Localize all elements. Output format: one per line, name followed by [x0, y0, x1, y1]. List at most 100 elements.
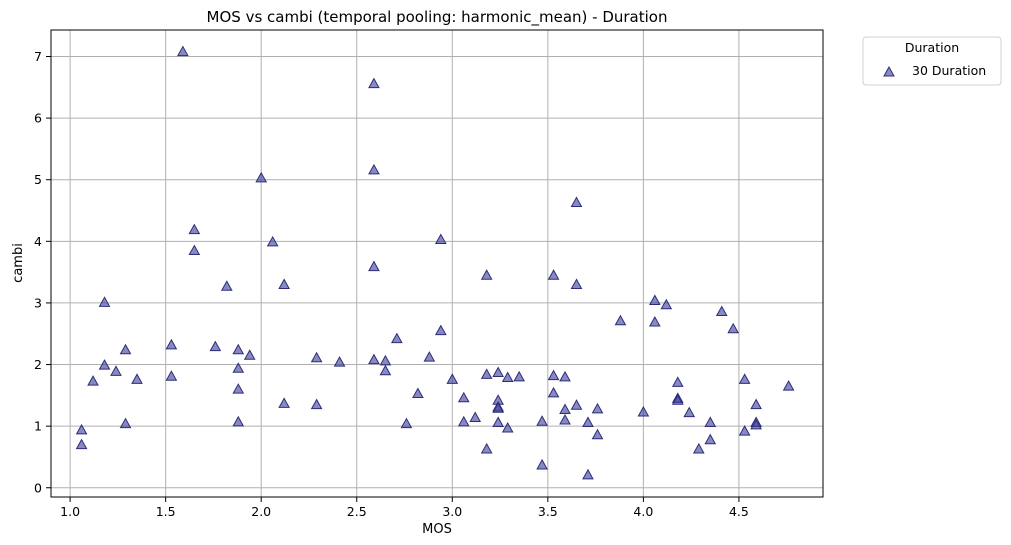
y-tick-label: 6	[34, 111, 42, 126]
data-point	[457, 391, 470, 403]
y-tick-label: 2	[34, 357, 42, 372]
data-point	[368, 353, 380, 365]
data-point	[457, 415, 470, 427]
data-point	[692, 442, 705, 454]
data-point	[570, 278, 583, 289]
data-point	[119, 417, 132, 429]
legend-title: Duration	[905, 40, 959, 55]
data-point	[492, 402, 504, 413]
data-point	[232, 415, 245, 427]
data-point	[278, 278, 290, 289]
data-point	[480, 442, 493, 454]
y-tick-label: 3	[34, 295, 42, 310]
data-point	[660, 298, 673, 310]
data-point	[177, 45, 189, 57]
data-point	[75, 423, 88, 435]
data-point	[400, 417, 413, 429]
data-point	[750, 398, 762, 410]
data-point	[110, 365, 122, 376]
data-point	[559, 403, 571, 415]
y-tick-label: 1	[34, 419, 42, 434]
data-point	[671, 394, 684, 405]
data-point	[368, 77, 380, 89]
data-point	[446, 373, 459, 384]
legend-entry-label: 30 Duration	[912, 63, 986, 78]
data-point	[209, 340, 222, 352]
data-point	[782, 380, 795, 391]
data-point	[131, 373, 143, 384]
y-tick-label: 7	[34, 49, 42, 64]
data-point	[368, 163, 380, 175]
data-point	[232, 383, 245, 394]
data-point	[715, 305, 728, 317]
axis-ticks: 1.0 1.5 2.0 2.5 3.0 3.5 4.0 4.5 0 1 2 3 4 5 6 7	[34, 49, 749, 519]
data-point	[434, 324, 447, 336]
data-point	[480, 368, 493, 379]
x-tick-label: 4.5	[729, 504, 749, 519]
x-tick-label: 1.0	[60, 504, 80, 519]
data-points	[75, 45, 795, 480]
data-point	[704, 433, 717, 445]
data-point	[232, 362, 245, 373]
data-point	[536, 415, 548, 426]
x-tick-label: 2.0	[251, 504, 271, 519]
data-point	[582, 416, 594, 427]
y-tick-label: 4	[34, 234, 42, 249]
data-point	[648, 315, 661, 327]
data-point	[75, 438, 88, 450]
data-point	[683, 406, 696, 418]
data-point	[391, 332, 403, 344]
data-point	[266, 235, 279, 247]
x-tick-label: 4.0	[633, 504, 653, 519]
data-point	[165, 338, 178, 350]
data-point	[492, 416, 504, 427]
data-point	[547, 269, 560, 280]
data-point	[637, 405, 650, 417]
data-point	[379, 364, 392, 376]
data-point	[570, 399, 583, 410]
data-point	[412, 387, 424, 398]
data-point	[492, 366, 504, 378]
data-point	[671, 376, 684, 387]
data-point	[582, 468, 594, 480]
data-point	[513, 370, 526, 382]
data-point	[704, 416, 717, 427]
data-point	[536, 458, 548, 470]
chart-title: MOS vs cambi (temporal pooling: harmonic…	[207, 8, 668, 27]
y-axis-label: cambi	[11, 243, 26, 283]
data-point	[119, 343, 132, 355]
data-point	[188, 244, 201, 256]
data-point	[501, 371, 514, 382]
data-point	[423, 351, 436, 362]
plot-area-frame	[50, 29, 824, 498]
legend: Duration 30 Duration	[862, 36, 1002, 86]
data-point	[738, 373, 751, 384]
x-axis-label: MOS	[422, 522, 452, 537]
data-point	[232, 343, 245, 355]
data-point	[220, 280, 233, 291]
x-tick-label: 2.5	[347, 504, 367, 519]
data-point	[310, 351, 323, 363]
data-point	[614, 314, 627, 326]
y-tick-label: 0	[34, 480, 42, 495]
data-point	[469, 411, 482, 423]
data-point	[243, 349, 256, 360]
x-tick-label: 1.5	[156, 504, 176, 519]
legend-marker-triangle-icon	[883, 65, 895, 77]
data-point	[750, 418, 762, 430]
legend-box	[862, 36, 1002, 86]
y-tick-label: 5	[34, 172, 42, 187]
data-point	[278, 397, 290, 408]
data-point	[434, 233, 447, 244]
data-point	[559, 413, 571, 425]
data-point	[165, 370, 178, 381]
data-point	[591, 428, 604, 440]
data-point	[738, 425, 751, 436]
data-point	[559, 370, 571, 382]
data-point	[591, 402, 604, 414]
data-point	[547, 386, 560, 398]
data-point	[480, 269, 493, 280]
x-tick-label: 3.0	[442, 504, 462, 519]
